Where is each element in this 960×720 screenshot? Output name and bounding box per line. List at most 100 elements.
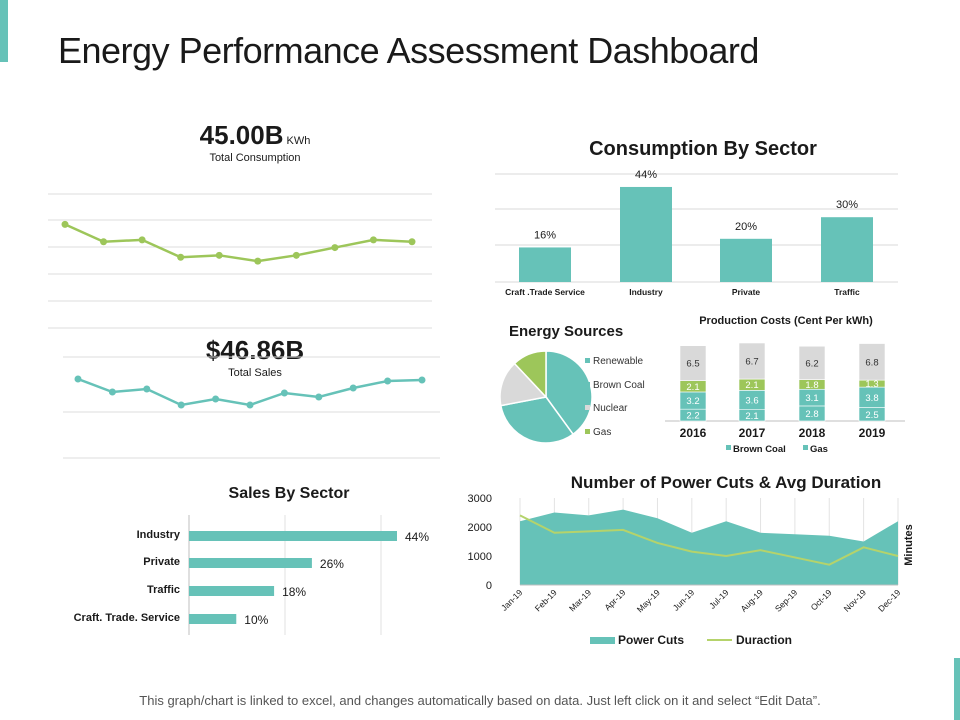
kpi-consumption: 45.00B KWh Total Consumption — [185, 120, 325, 164]
energy-sources-title: Energy Sources — [509, 323, 623, 340]
production-segment-label: 3.1 — [805, 393, 818, 404]
sales-sector-value-label: 26% — [320, 557, 344, 571]
pie-legend-label: Renewable — [593, 356, 643, 367]
production-segment — [679, 345, 707, 381]
sales-sector-category-label: Traffic — [147, 584, 180, 596]
production-segment-label: 2.1 — [745, 380, 758, 391]
pie-legend-label: Brown Coal — [593, 380, 645, 391]
production-segment-label: 2.2 — [686, 411, 699, 422]
consumption-point — [369, 236, 377, 244]
legend-label-duration: Duraction — [736, 633, 792, 647]
sector-bar-label: 16% — [534, 229, 556, 241]
kpi-consumption-value: 45.00B — [199, 120, 284, 150]
production-segment — [738, 342, 766, 380]
energy-sources-chart: Energy Sources Renewable Brown Coal Nuclea… — [499, 323, 645, 444]
power-cuts-month-label: Sep-19 — [773, 587, 800, 614]
sales-point — [384, 377, 392, 385]
production-segment-label: 1.3 — [865, 379, 878, 390]
power-cuts-month-label: Aug-19 — [738, 587, 765, 614]
consumption-point — [177, 253, 185, 261]
sales-sector-bar — [189, 614, 237, 624]
sector-bar-label: 30% — [836, 199, 858, 211]
legend-label-power-cuts: Power Cuts — [618, 633, 684, 647]
sales-point — [280, 389, 288, 397]
duration-line — [519, 514, 899, 566]
production-segment-label: 2.1 — [686, 382, 699, 393]
production-segment-label: 1.8 — [805, 380, 818, 391]
kpi-sales-label: Total Sales — [228, 367, 282, 379]
production-segment — [798, 345, 826, 380]
power-cuts-title: Number of Power Cuts & Avg Duration — [571, 473, 881, 492]
sector-category-label: Industry — [629, 287, 663, 297]
pie-slice — [499, 396, 575, 444]
sales-point — [349, 384, 357, 392]
production-segment-label: 6.7 — [745, 357, 758, 368]
sales-trend-line — [77, 377, 423, 407]
power-cuts-chart: Number of Power Cuts & Avg Duration 3000… — [468, 473, 915, 647]
consumption-by-sector-chart: Consumption By Sector 16% Craft .Trade Se… — [495, 138, 898, 297]
pie-legend-swatch — [585, 405, 590, 410]
power-cuts-month-label: Jul-19 — [707, 587, 731, 611]
production-segment — [858, 343, 886, 381]
sales-by-sector-title: Sales By Sector — [229, 485, 350, 502]
production-segment-label: 3.8 — [865, 393, 878, 404]
sector-bar-label: 44% — [635, 169, 657, 181]
sales-point — [143, 385, 151, 393]
sales-trend-chart — [63, 356, 440, 459]
pie-slice — [513, 350, 547, 399]
sales-point — [246, 401, 254, 409]
sales-by-sector-chart: Sales By Sector 44% Industry 26% Private 18%… — [74, 485, 429, 635]
power-cuts-area — [520, 509, 898, 585]
sales-sector-value-label: 10% — [244, 613, 268, 627]
power-cuts-month-label: Feb-19 — [533, 587, 559, 613]
sales-sector-value-label: 18% — [282, 585, 306, 599]
sales-point — [74, 375, 82, 383]
production-legend-swatch — [803, 445, 808, 450]
sector-bar — [620, 186, 672, 282]
power-cuts-month-label: Oct-19 — [809, 587, 834, 612]
power-cuts-ylabel: Minutes — [903, 524, 915, 566]
production-segment-label: 2.1 — [745, 411, 758, 422]
sales-sector-category-label: Private — [143, 556, 180, 568]
production-year-label: 2016 — [680, 426, 707, 440]
footer-note: This graph/chart is linked to excel, and… — [139, 693, 821, 708]
legend-swatch-power-cuts — [590, 637, 615, 644]
sales-sector-category-label: Industry — [137, 529, 181, 541]
consumption-point — [331, 244, 339, 252]
consumption-point — [100, 238, 108, 246]
production-segment-label: 6.5 — [686, 359, 699, 370]
power-cuts-month-label: Apr-19 — [602, 587, 627, 612]
power-cuts-month-label: Nov-19 — [842, 587, 869, 614]
power-cuts-month-label: May-19 — [635, 587, 662, 614]
sector-category-label: Private — [732, 287, 761, 297]
sector-bar-label: 20% — [735, 221, 757, 233]
sector-bar — [519, 247, 571, 282]
production-legend-label: Brown Coal — [733, 444, 786, 455]
power-cuts-ytick: 1000 — [468, 551, 492, 563]
sales-point — [212, 395, 220, 403]
production-year-label: 2019 — [859, 426, 886, 440]
production-segment-label: 6.8 — [865, 357, 878, 368]
accent-bar-bottom-right — [954, 658, 960, 720]
sector-category-label: Craft .Trade Service — [505, 287, 585, 297]
kpi-sales-value: $46.86B — [205, 335, 305, 365]
production-segment-label: 3.2 — [686, 396, 699, 407]
sales-point — [177, 401, 185, 409]
power-cuts-month-label: Dec-19 — [876, 587, 903, 614]
consumption-by-sector-title: Consumption By Sector — [589, 138, 817, 160]
production-segment-label: 2.5 — [865, 410, 878, 421]
consumption-point — [138, 236, 146, 244]
sales-sector-bar — [189, 558, 312, 568]
power-cuts-ytick: 2000 — [468, 522, 492, 534]
consumption-trend-line — [64, 223, 413, 263]
sales-point — [418, 376, 426, 384]
consumption-point — [61, 220, 69, 228]
kpi-consumption-label: Total Consumption — [209, 152, 301, 164]
kpi-consumption-unit: KWh — [286, 135, 311, 147]
sales-sector-category-label: Craft. Trade. Service — [74, 612, 180, 624]
power-cuts-ytick: 3000 — [468, 493, 492, 505]
sales-point — [315, 393, 323, 401]
sales-point — [108, 388, 116, 396]
sector-category-label: Traffic — [834, 287, 860, 297]
production-costs-chart: Production Costs (Cent Per kWh) 2.2 3.2 2.… — [665, 315, 905, 455]
